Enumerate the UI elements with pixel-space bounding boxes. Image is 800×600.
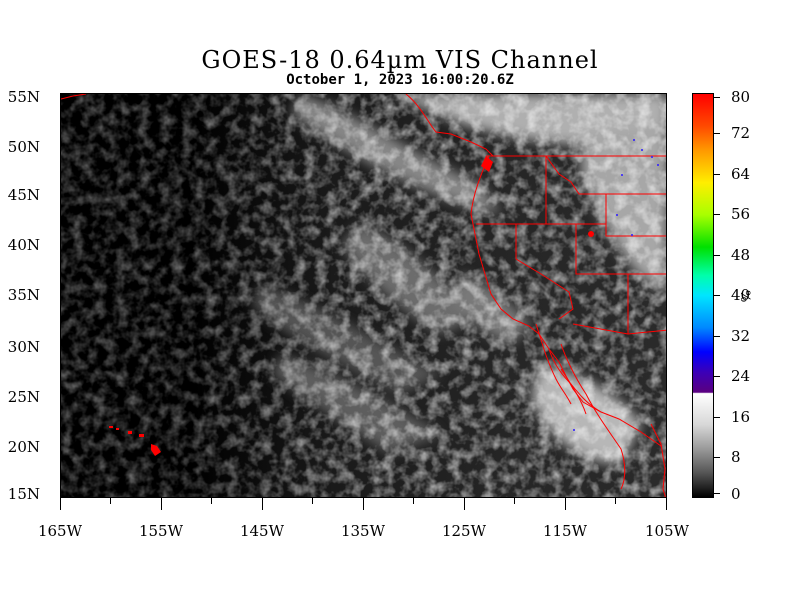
lat-label: 35N	[7, 286, 40, 304]
lat-label: 30N	[7, 338, 40, 356]
lon-label: 155W	[138, 522, 184, 540]
hawaii-islands	[109, 426, 161, 456]
colorbar-label: 64	[731, 165, 751, 183]
colorbar	[692, 93, 714, 498]
chart-subtitle: October 1, 2023 16:00:20.6Z	[286, 72, 514, 88]
colorbar-label: 56	[731, 205, 751, 223]
colorbar-label: 8	[731, 448, 741, 466]
colorbar-unit: %	[737, 290, 752, 303]
colorbar-label: 40	[731, 286, 751, 304]
lon-label: 165W	[37, 522, 83, 540]
lon-label: 115W	[542, 522, 588, 540]
lat-label: 55N	[7, 88, 40, 106]
colorbar-label: 0	[731, 485, 741, 503]
lat-label: 25N	[7, 388, 40, 406]
lat-label: 40N	[7, 236, 40, 254]
colorbar-label: 72	[731, 124, 751, 142]
lon-label: 135W	[340, 522, 386, 540]
lat-label: 45N	[7, 186, 40, 204]
satellite-map	[60, 93, 667, 498]
lat-label: 15N	[7, 485, 40, 503]
colorbar-label: 48	[731, 246, 751, 264]
colorbar-label: 32	[731, 327, 751, 345]
colorbar-label: 24	[731, 367, 751, 385]
lon-label: 125W	[441, 522, 487, 540]
lat-label: 50N	[7, 138, 40, 156]
lon-label: 105W	[644, 522, 690, 540]
satellite-image	[61, 94, 666, 497]
lon-label: 145W	[239, 522, 285, 540]
colorbar-label: 16	[731, 408, 751, 426]
boundary-lines	[61, 94, 666, 497]
lat-label: 20N	[7, 438, 40, 456]
chart-title: GOES-18 0.64µm VIS Channel	[201, 46, 599, 74]
colorbar-label: 80	[731, 88, 751, 106]
